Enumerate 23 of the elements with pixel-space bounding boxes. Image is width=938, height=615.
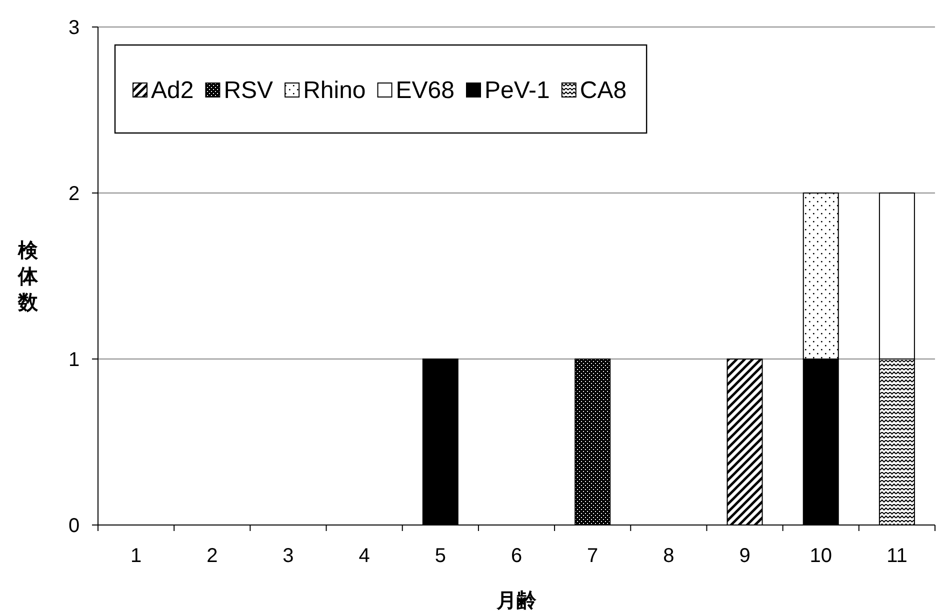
y-tick-label: 1 xyxy=(68,349,80,371)
legend-label: RSV xyxy=(224,77,274,104)
x-tick-label: 2 xyxy=(206,545,218,567)
legend-label: CA8 xyxy=(580,77,627,104)
x-tick-label: 10 xyxy=(810,545,832,567)
legend-label: Ad2 xyxy=(151,77,194,104)
x-tick-label: 6 xyxy=(510,545,522,567)
legend-label: Rhino xyxy=(303,77,366,104)
y-tick-label: 2 xyxy=(68,183,80,205)
x-tick-label: 4 xyxy=(358,545,370,567)
x-tick-label: 9 xyxy=(739,545,750,567)
x-axis-title: 月齢 xyxy=(496,590,538,612)
x-tick-label: 1 xyxy=(130,545,142,567)
x-tick-label: 11 xyxy=(886,545,908,567)
y-tick-label: 0 xyxy=(68,515,80,537)
y-tick-label: 3 xyxy=(68,17,80,39)
x-tick-label: 3 xyxy=(282,545,294,567)
x-tick-label: 5 xyxy=(434,545,446,567)
x-tick-label: 8 xyxy=(663,545,674,567)
legend-label: EV68 xyxy=(396,77,454,104)
x-tick-label: 7 xyxy=(587,545,598,567)
y-axis-title: 検体数 xyxy=(17,240,39,314)
legend-label: PeV-1 xyxy=(484,77,550,104)
